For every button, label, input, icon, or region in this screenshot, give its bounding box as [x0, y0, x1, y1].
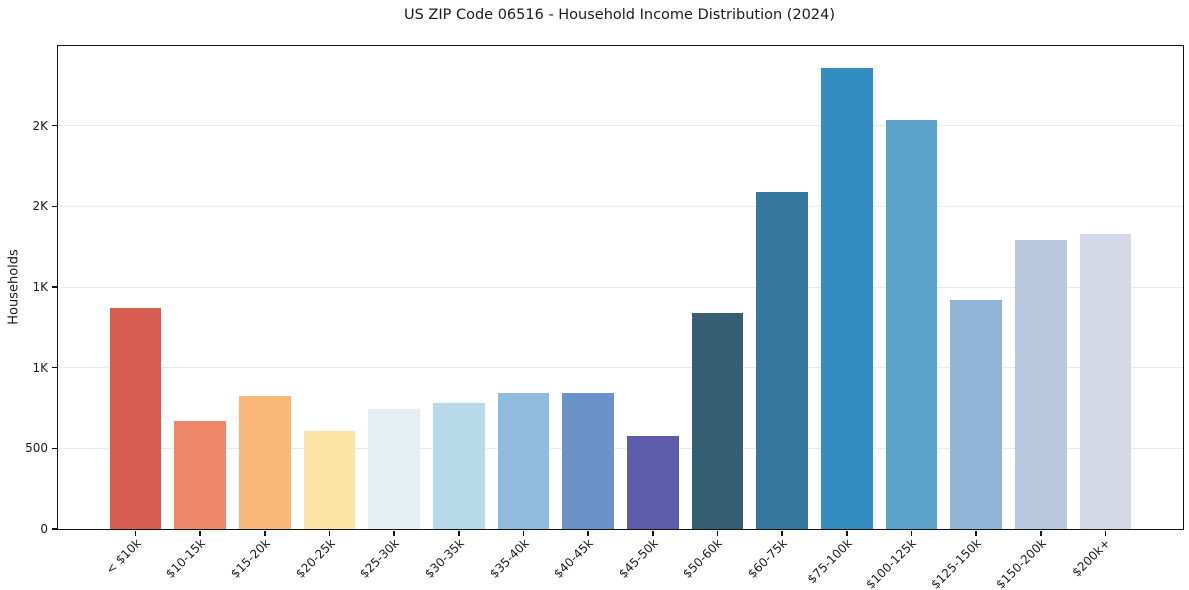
bar — [497, 393, 550, 529]
y-tick-label: 2K — [32, 118, 48, 133]
bar — [109, 307, 162, 529]
gridline — [58, 367, 1183, 369]
bar — [174, 421, 227, 529]
bar — [239, 396, 291, 529]
y-axis-label: Households — [6, 249, 22, 325]
bar — [950, 299, 1002, 529]
bar — [885, 120, 938, 529]
bar — [1014, 240, 1067, 529]
y-tick-label: 2K — [32, 199, 48, 214]
y-tick-label: 1K — [32, 360, 48, 375]
plot-area: 0 500 1K 1K 2K 2K < $10k $10-15k $15-20k $20-25k $… — [25, 45, 1184, 590]
y-tick-mark — [51, 528, 57, 530]
x-tick-mark — [134, 530, 137, 536]
x-tick-mark — [393, 530, 395, 536]
y-tick-mark — [51, 205, 57, 208]
y-tick-mark — [51, 447, 57, 450]
x-tick-mark — [652, 530, 654, 536]
bar — [626, 436, 679, 529]
x-tick-mark — [910, 530, 913, 536]
chart-title: US ZIP Code 06516 - Household Income Dis… — [403, 7, 836, 23]
gridline — [58, 447, 1183, 449]
bar — [820, 68, 873, 529]
bar — [1079, 233, 1132, 529]
x-tick-mark — [522, 530, 525, 536]
x-tick-label: < $10k — [102, 536, 144, 577]
x-tick-mark — [1104, 530, 1107, 536]
y-tick-mark — [51, 286, 57, 288]
bar — [756, 192, 808, 529]
x-tick-mark — [1040, 530, 1042, 536]
y-tick-label: 1K — [32, 280, 48, 295]
bar — [691, 312, 744, 529]
x-tick-mark — [458, 530, 460, 536]
bar — [562, 393, 615, 529]
bar — [303, 431, 356, 529]
bar — [433, 403, 485, 529]
gridline — [58, 125, 1183, 127]
x-tick-mark — [975, 530, 977, 536]
y-tick-label: 0 — [40, 522, 48, 536]
x-tick-mark — [199, 530, 201, 536]
gridline — [58, 205, 1183, 207]
x-tick-mark — [328, 530, 331, 536]
gridline — [58, 286, 1183, 288]
y-tick-mark — [51, 366, 57, 369]
bar — [368, 408, 421, 529]
y-tick-mark — [51, 124, 57, 127]
x-tick-mark — [587, 530, 589, 536]
x-tick-mark — [716, 530, 719, 536]
x-tick-mark — [846, 530, 848, 536]
y-tick-label: 500 — [25, 441, 48, 456]
x-tick-mark — [264, 530, 266, 536]
x-tick-mark — [781, 530, 783, 536]
